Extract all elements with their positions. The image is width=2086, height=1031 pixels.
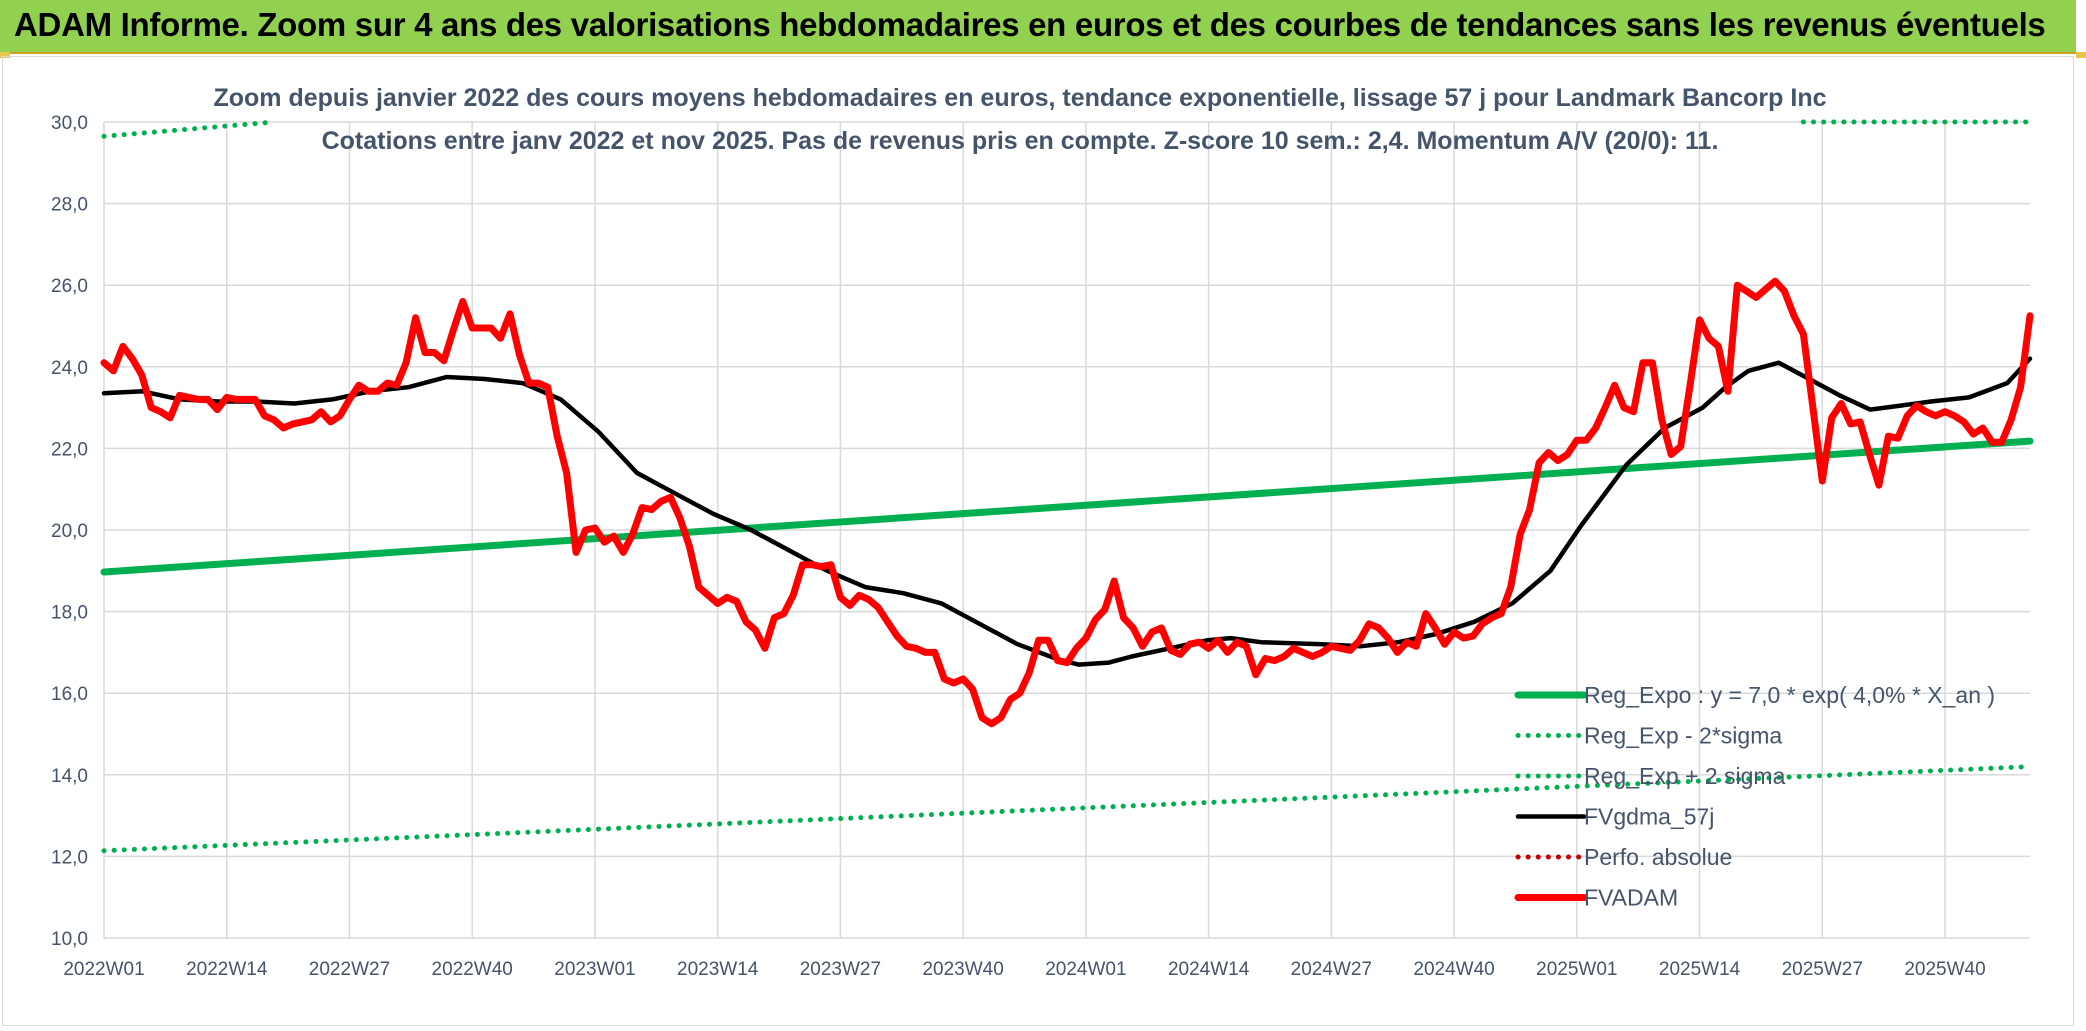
- x-tick-label: 2022W14: [186, 959, 268, 980]
- gridlines: [103, 121, 2030, 939]
- legend-label-3: FVgdma_57j: [1584, 804, 1714, 830]
- x-tick-label: 2024W27: [1291, 959, 1372, 980]
- x-tick-label: 2023W27: [800, 959, 881, 980]
- x-tick-label: 2024W14: [1168, 959, 1250, 980]
- x-tick-label: 2022W01: [63, 959, 144, 980]
- series-lines: [100, 119, 2034, 854]
- x-tick-label: 2023W01: [554, 959, 635, 980]
- y-tick-label: 10,0: [51, 929, 88, 950]
- x-tick-label: 2024W40: [1413, 959, 1494, 980]
- plot-area-border: [2, 56, 2074, 1026]
- x-tick-label: 2022W27: [309, 959, 390, 980]
- x-tick-label: 2023W14: [677, 959, 759, 980]
- chart-title-line-1: Zoom depuis janvier 2022 des cours moyen…: [213, 84, 1827, 112]
- y-tick-label: 26,0: [51, 276, 88, 297]
- y-axis-ticks: 10,0 12,0 14,0 16,0 18,0 20,0 22,0 24,0 26,0 28,0…: [51, 113, 88, 950]
- x-tick-label: 2024W01: [1045, 959, 1126, 980]
- x-axis-ticks: 2022W01 2022W14 2022W27 2022W40 2023W01 2023W…: [63, 959, 1985, 980]
- y-tick-label: 14,0: [51, 766, 88, 787]
- page-title: ADAM Informe. Zoom sur 4 ans des valoris…: [14, 6, 2046, 43]
- y-tick-label: 12,0: [51, 847, 88, 868]
- legend-label-4: Perfo. absolue: [1584, 844, 1732, 870]
- y-tick-label: 28,0: [51, 195, 88, 216]
- legend-label-1: Reg_Exp - 2*sigma: [1584, 723, 1782, 749]
- title-banner: ADAM Informe. Zoom sur 4 ans des valoris…: [0, 0, 2076, 54]
- legend-label-0: Reg_Expo : y = 7,0 * exp( 4,0% * X_an ): [1584, 682, 1995, 708]
- corner-mark-right: [2076, 52, 2086, 58]
- x-tick-label: 2023W40: [922, 959, 1003, 980]
- x-tick-label: 2025W14: [1659, 959, 1741, 980]
- y-tick-label: 18,0: [51, 603, 88, 624]
- y-tick-label: 30,0: [51, 113, 88, 134]
- x-tick-label: 2025W01: [1536, 959, 1617, 980]
- legend-label-2: Reg_Exp + 2 sigma: [1584, 763, 1786, 789]
- x-tick-label: 2022W40: [432, 959, 513, 980]
- legend: Reg_Expo : y = 7,0 * exp( 4,0% * X_an ) R…: [1514, 682, 1995, 911]
- series-line-1: [101, 764, 2033, 854]
- chart-title-line-2: Cotations entre janv 2022 et nov 2025. P…: [321, 127, 1719, 155]
- x-tick-label: 2025W40: [1904, 959, 1985, 980]
- y-tick-label: 16,0: [51, 684, 88, 705]
- y-tick-label: 22,0: [51, 439, 88, 460]
- x-tick-label: 2025W27: [1782, 959, 1863, 980]
- legend-label-5: FVADAM: [1584, 885, 1678, 911]
- corner-mark-left: [0, 52, 10, 58]
- series-line-2: [101, 119, 277, 139]
- series-line-3: [101, 356, 2033, 667]
- series-line-5: [100, 277, 2034, 728]
- y-tick-label: 20,0: [51, 521, 88, 542]
- y-tick-label: 24,0: [51, 358, 88, 379]
- series-line-0: [100, 437, 2034, 576]
